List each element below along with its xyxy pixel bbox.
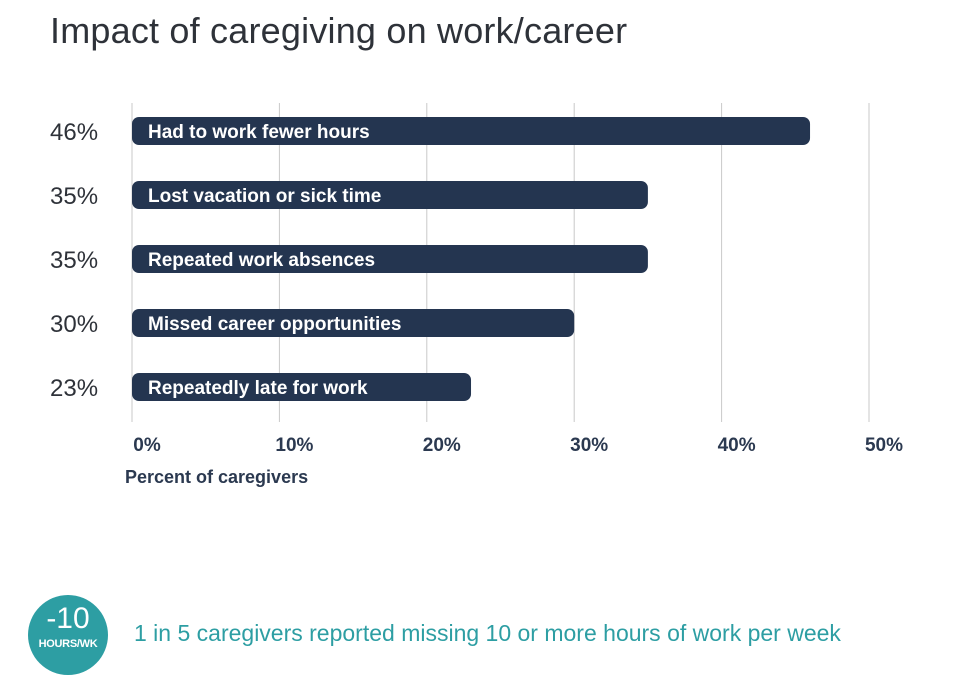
bar-label-1: Lost vacation or sick time [148, 186, 381, 207]
footer-text: 1 in 5 caregivers reported missing 10 or… [134, 620, 841, 646]
badge-unit: HOURS/WK [38, 638, 98, 650]
x-axis-title: Percent of caregivers [125, 467, 309, 487]
hours-badge: -10 HOURS/WK [28, 595, 108, 675]
x-tick-label-50: 50% [865, 435, 903, 456]
bar-4 [132, 373, 472, 401]
bar-label-4: Repeatedly late for work [148, 378, 368, 399]
value-label-1: 35% [50, 183, 98, 210]
bar-label-0: Had to work fewer hours [148, 122, 370, 143]
bar-label-2: Repeated work absences [148, 250, 375, 271]
x-tick-label-10: 10% [275, 435, 313, 456]
x-tick-label-20: 20% [423, 435, 461, 456]
bar-0 [132, 117, 811, 145]
value-label-2: 35% [50, 247, 98, 274]
x-tick-label-30: 30% [570, 435, 608, 456]
footer-callout: -10 HOURS/WK 1 in 5 caregivers reported … [28, 595, 968, 675]
x-tick-label-0: 0% [133, 435, 161, 456]
bar-2 [132, 245, 648, 273]
bar-chart: Had to work fewer hours 46% Lost vacation … [50, 103, 903, 456]
value-label-0: 46% [50, 119, 98, 146]
chart-title: Impact of caregiving on work/career [50, 10, 628, 51]
value-label-4: 23% [50, 375, 98, 402]
x-tick-label-40: 40% [718, 435, 756, 456]
value-label-3: 30% [50, 311, 98, 338]
bar-3 [132, 309, 575, 337]
badge-number: -10 [46, 602, 90, 635]
bar-label-3: Missed career opportunities [148, 314, 401, 335]
bar-1 [132, 181, 648, 209]
